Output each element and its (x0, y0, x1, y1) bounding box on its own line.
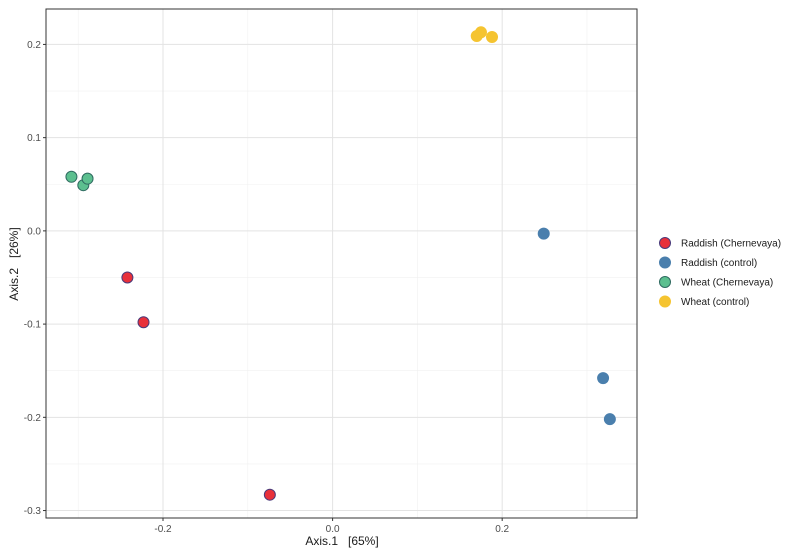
y-axis-ticks: 0.2 0.1 0.0 -0.1 -0.2 -0.3 (24, 40, 46, 517)
y-tick-label: 0.1 (27, 133, 41, 144)
legend-marker (659, 256, 671, 269)
legend-label: Wheat (control) (681, 297, 749, 308)
y-axis-title: Axis.2 [26%] (7, 227, 21, 300)
y-tick-label: 0.2 (27, 40, 41, 51)
y-tick-label: -0.3 (24, 506, 42, 517)
data-point (65, 170, 78, 183)
major-gridlines (46, 9, 637, 518)
legend: Raddish (Chernevaya) Raddish (control) Whe… (659, 237, 781, 308)
data-point (263, 488, 276, 501)
legend-marker (659, 276, 671, 288)
data-point (81, 172, 94, 185)
x-tick-label: -0.2 (154, 524, 172, 535)
data-point (121, 271, 134, 284)
legend-label: Raddish (Chernevaya) (681, 239, 781, 250)
y-tick-label: 0.0 (27, 226, 41, 237)
data-point (474, 26, 487, 39)
plot-border (45, 8, 638, 519)
x-tick-label: 0.0 (326, 524, 340, 535)
data-point (137, 316, 150, 329)
data-point (486, 30, 499, 43)
plot-panel (46, 9, 637, 518)
data-point (603, 413, 616, 426)
legend-marker (659, 237, 671, 249)
x-axis-title: Axis.1 [65%] (305, 534, 378, 548)
x-axis-ticks: -0.2 0.0 0.2 (154, 518, 510, 535)
x-tick-label: 0.2 (495, 524, 509, 535)
data-point (597, 372, 610, 385)
data-point (537, 227, 550, 240)
legend-label: Wheat (Chernevaya) (681, 278, 773, 289)
y-tick-label: -0.1 (24, 320, 42, 331)
minor-gridlines (46, 9, 637, 518)
data-points (65, 26, 616, 501)
legend-marker (659, 295, 671, 308)
y-tick-label: -0.2 (24, 413, 42, 424)
legend-label: Raddish (control) (681, 258, 757, 269)
